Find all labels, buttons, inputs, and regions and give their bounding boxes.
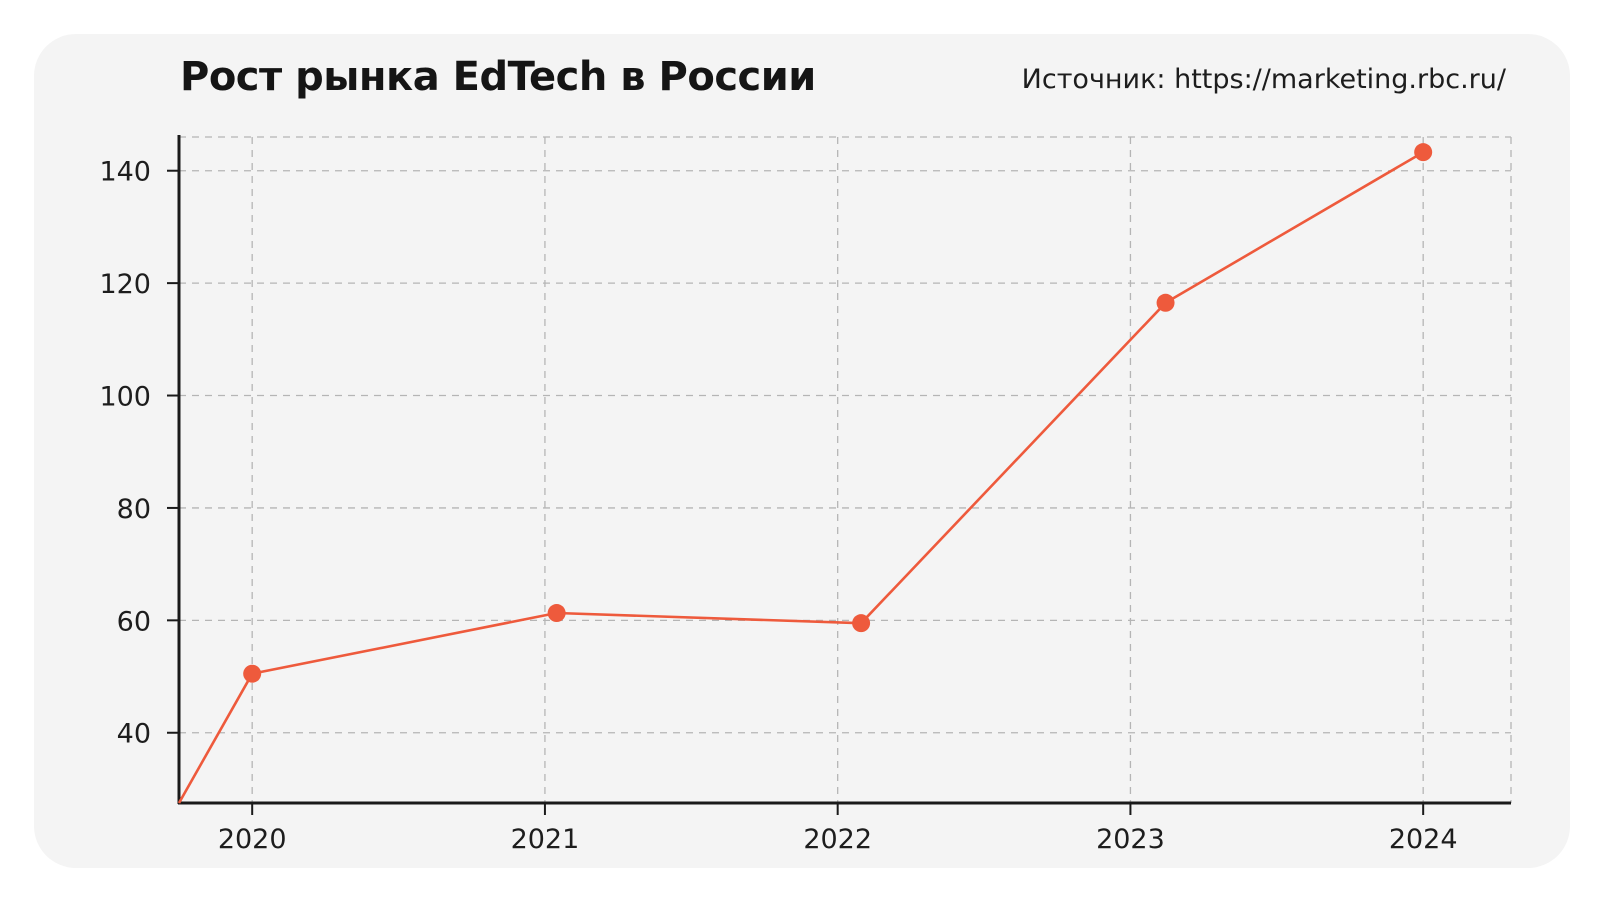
- x-tick-label: 2024: [1389, 824, 1458, 855]
- y-tick-label: 60: [117, 606, 151, 637]
- y-tick-label: 40: [117, 719, 151, 750]
- x-tick-label: 2021: [511, 824, 580, 855]
- chart-card: [34, 34, 1570, 868]
- y-tick-label: 80: [117, 494, 151, 525]
- data-point: [1414, 143, 1433, 162]
- series-line: [177, 151, 1424, 804]
- x-tick-label: 2022: [803, 824, 872, 855]
- data-point: [1156, 293, 1175, 312]
- chart-title: Рост рынка EdTech в России: [180, 54, 816, 100]
- y-tick-label: 140: [99, 157, 151, 188]
- data-point: [547, 604, 566, 623]
- x-tick-label: 2023: [1096, 824, 1165, 855]
- y-tick-label: 100: [99, 382, 151, 413]
- chart-source: Источник: https://marketing.rbc.ru/: [1021, 64, 1506, 95]
- data-point: [852, 614, 871, 633]
- y-tick-label: 120: [99, 269, 151, 300]
- x-tick-label: 2020: [218, 824, 287, 855]
- data-point: [243, 664, 262, 683]
